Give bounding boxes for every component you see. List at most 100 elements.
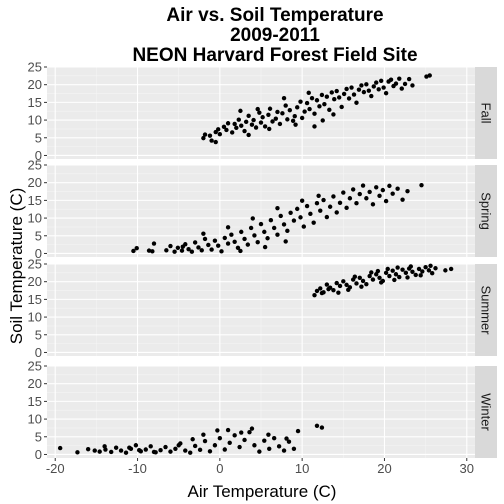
data-point — [222, 235, 227, 241]
data-point — [225, 241, 231, 246]
data-point — [351, 92, 357, 97]
data-point — [239, 430, 244, 435]
data-point — [312, 124, 317, 129]
data-point — [209, 247, 214, 252]
data-point — [109, 449, 114, 455]
data-point — [383, 198, 389, 204]
data-point — [257, 110, 262, 115]
data-point — [224, 127, 229, 133]
data-point — [202, 236, 208, 242]
data-point — [352, 274, 358, 279]
data-point — [354, 100, 359, 105]
data-point — [97, 449, 102, 454]
facet-strip — [475, 165, 497, 257]
data-point — [324, 94, 330, 99]
data-point — [222, 447, 227, 452]
data-point — [275, 109, 280, 115]
data-point — [213, 139, 218, 145]
data-point — [291, 218, 297, 223]
data-point — [301, 224, 306, 229]
data-point — [298, 215, 303, 220]
y-tick-label: 20 — [28, 376, 42, 391]
data-point — [378, 280, 384, 285]
y-tick-label: 10 — [28, 113, 42, 128]
data-point — [283, 103, 288, 108]
facet-strip — [475, 67, 497, 159]
data-point — [314, 288, 320, 294]
data-point — [213, 129, 218, 135]
data-point — [326, 286, 331, 292]
data-point — [136, 448, 142, 453]
facet-strip-label-winter: Winter — [479, 393, 494, 431]
data-point — [180, 244, 186, 249]
data-point — [360, 183, 366, 188]
data-point — [275, 232, 280, 237]
data-point — [225, 225, 231, 230]
data-point — [219, 249, 224, 254]
data-point — [207, 449, 213, 454]
data-point — [276, 444, 282, 449]
data-point — [255, 239, 260, 245]
data-point — [393, 272, 399, 277]
data-point — [285, 228, 290, 234]
x-tick-label: 30 — [460, 461, 474, 476]
data-point — [337, 200, 343, 206]
data-point — [179, 248, 185, 253]
data-point — [443, 268, 448, 273]
data-point — [134, 245, 139, 251]
data-point — [304, 203, 310, 209]
x-tick-label: -10 — [128, 461, 147, 476]
data-point — [151, 241, 157, 246]
data-point — [113, 445, 119, 450]
y-tick-label: 5 — [35, 228, 42, 243]
data-point — [430, 271, 435, 276]
data-point — [366, 88, 372, 93]
data-point — [281, 222, 287, 227]
data-point — [299, 115, 305, 121]
data-point — [225, 427, 231, 433]
data-point — [183, 448, 188, 453]
data-point — [306, 90, 311, 96]
data-point — [346, 287, 351, 293]
data-point — [374, 80, 379, 85]
data-point — [405, 275, 410, 280]
data-point — [102, 444, 107, 449]
data-point — [262, 438, 267, 443]
data-point — [199, 248, 204, 253]
data-point — [242, 236, 247, 242]
data-point — [227, 440, 232, 445]
data-point — [202, 438, 208, 444]
data-point — [406, 76, 412, 82]
data-point — [295, 105, 300, 110]
data-point — [163, 444, 168, 450]
data-point — [232, 121, 237, 127]
data-point — [319, 290, 325, 296]
data-point — [216, 127, 221, 132]
data-point — [236, 117, 241, 122]
data-point — [295, 206, 300, 212]
data-point — [349, 85, 354, 90]
data-point — [265, 236, 270, 241]
y-tick-label: 5 — [35, 130, 42, 145]
data-point — [192, 443, 198, 449]
data-point — [332, 97, 337, 102]
data-point — [271, 225, 277, 231]
data-point — [221, 124, 227, 129]
data-point — [413, 272, 418, 278]
data-point — [277, 121, 283, 127]
data-point — [123, 450, 129, 455]
data-point — [280, 111, 285, 116]
data-point — [172, 249, 177, 254]
data-point — [357, 191, 362, 197]
data-point — [318, 208, 323, 213]
data-point — [314, 201, 320, 206]
data-point — [164, 248, 169, 253]
data-point — [251, 117, 256, 123]
data-point — [262, 229, 267, 235]
data-point — [288, 210, 293, 215]
data-point — [201, 135, 206, 141]
data-point — [225, 121, 231, 126]
data-point — [331, 112, 336, 117]
data-point — [258, 120, 264, 125]
